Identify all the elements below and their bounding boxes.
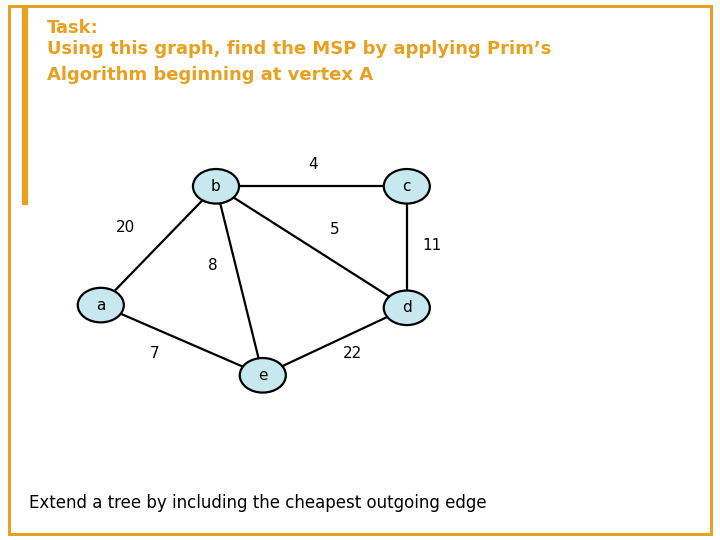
Text: 20: 20 <box>117 220 135 235</box>
Text: 4: 4 <box>308 157 318 172</box>
Text: 8: 8 <box>207 258 217 273</box>
Circle shape <box>384 291 430 325</box>
Circle shape <box>384 169 430 204</box>
Text: Algorithm beginning at vertex A: Algorithm beginning at vertex A <box>47 66 373 84</box>
Circle shape <box>193 169 239 204</box>
Circle shape <box>78 288 124 322</box>
Text: c: c <box>402 179 411 194</box>
Text: d: d <box>402 300 412 315</box>
Text: 22: 22 <box>343 346 362 361</box>
Text: 7: 7 <box>150 346 160 361</box>
Text: 11: 11 <box>423 238 441 253</box>
Text: e: e <box>258 368 268 383</box>
Text: Extend a tree by including the cheapest outgoing edge: Extend a tree by including the cheapest … <box>29 494 487 512</box>
Text: Task:: Task: <box>47 19 99 37</box>
Circle shape <box>240 358 286 393</box>
Text: a: a <box>96 298 106 313</box>
Text: 5: 5 <box>330 222 340 237</box>
Text: b: b <box>211 179 221 194</box>
Text: Using this graph, find the MSP by applying Prim’s: Using this graph, find the MSP by applyi… <box>47 40 552 58</box>
